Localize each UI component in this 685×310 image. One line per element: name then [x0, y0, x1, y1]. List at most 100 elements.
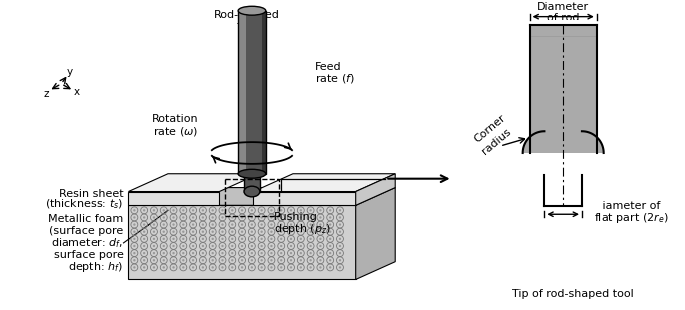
Circle shape — [319, 216, 321, 219]
Bar — [238, 11, 247, 174]
Circle shape — [299, 216, 302, 219]
Circle shape — [319, 252, 321, 254]
Circle shape — [231, 252, 234, 254]
Circle shape — [212, 259, 214, 261]
Text: flat part ($2r_e$): flat part ($2r_e$) — [594, 211, 669, 225]
Circle shape — [339, 209, 341, 211]
Circle shape — [143, 231, 145, 233]
Circle shape — [182, 209, 184, 211]
Circle shape — [153, 259, 155, 261]
Circle shape — [173, 252, 175, 254]
Circle shape — [271, 259, 273, 261]
Circle shape — [299, 259, 302, 261]
Circle shape — [221, 259, 224, 261]
Circle shape — [339, 259, 341, 261]
Circle shape — [173, 259, 175, 261]
Circle shape — [201, 238, 204, 240]
Polygon shape — [523, 131, 603, 153]
Circle shape — [173, 216, 175, 219]
Text: tool: tool — [236, 20, 258, 31]
Circle shape — [162, 266, 165, 268]
Circle shape — [280, 209, 282, 211]
Text: rate ($f$): rate ($f$) — [315, 73, 355, 85]
Circle shape — [299, 224, 302, 226]
Circle shape — [271, 216, 273, 219]
Circle shape — [182, 252, 184, 254]
Circle shape — [221, 209, 224, 211]
Circle shape — [133, 216, 136, 219]
Circle shape — [329, 224, 332, 226]
Circle shape — [201, 245, 204, 247]
Text: Diameter: Diameter — [537, 2, 589, 12]
Circle shape — [290, 245, 292, 247]
Circle shape — [251, 216, 253, 219]
Text: (surface pore: (surface pore — [49, 226, 123, 236]
Circle shape — [299, 252, 302, 254]
Circle shape — [310, 259, 312, 261]
Circle shape — [221, 238, 224, 240]
Circle shape — [192, 252, 195, 254]
Circle shape — [153, 238, 155, 240]
Circle shape — [310, 209, 312, 211]
Circle shape — [310, 245, 312, 247]
Text: of rod: of rod — [547, 13, 580, 23]
Circle shape — [143, 216, 145, 219]
Circle shape — [329, 245, 332, 247]
Bar — [244, 174, 260, 192]
Text: Pushing: Pushing — [274, 212, 318, 222]
Circle shape — [241, 209, 243, 211]
Circle shape — [173, 238, 175, 240]
Circle shape — [182, 216, 184, 219]
Circle shape — [339, 224, 341, 226]
Ellipse shape — [244, 186, 260, 197]
Circle shape — [260, 216, 263, 219]
Text: rate ($\omega$): rate ($\omega$) — [153, 125, 199, 138]
Circle shape — [231, 209, 234, 211]
Circle shape — [133, 238, 136, 240]
Circle shape — [280, 216, 282, 219]
Text: (thickness: $t_s$): (thickness: $t_s$) — [45, 197, 123, 211]
Circle shape — [319, 231, 321, 233]
Circle shape — [182, 231, 184, 233]
Circle shape — [251, 266, 253, 268]
Circle shape — [133, 245, 136, 247]
Circle shape — [231, 238, 234, 240]
Circle shape — [212, 224, 214, 226]
Text: z: z — [43, 89, 49, 99]
Polygon shape — [253, 174, 395, 192]
Circle shape — [310, 216, 312, 219]
Text: diameter: $d_f$,: diameter: $d_f$, — [51, 236, 123, 250]
Polygon shape — [597, 153, 603, 175]
Circle shape — [260, 245, 263, 247]
Circle shape — [339, 231, 341, 233]
Circle shape — [143, 252, 145, 254]
Text: Feed: Feed — [315, 62, 342, 72]
Bar — [262, 11, 266, 174]
Circle shape — [260, 238, 263, 240]
Circle shape — [339, 266, 341, 268]
Circle shape — [241, 238, 243, 240]
Circle shape — [162, 209, 165, 211]
Circle shape — [280, 252, 282, 254]
Circle shape — [271, 231, 273, 233]
Circle shape — [319, 266, 321, 268]
Circle shape — [339, 238, 341, 240]
Circle shape — [212, 238, 214, 240]
Circle shape — [290, 209, 292, 211]
Circle shape — [329, 266, 332, 268]
Circle shape — [212, 216, 214, 219]
Circle shape — [153, 209, 155, 211]
Text: x: x — [73, 87, 79, 97]
Circle shape — [319, 224, 321, 226]
Circle shape — [182, 238, 184, 240]
Circle shape — [260, 259, 263, 261]
Polygon shape — [129, 188, 395, 205]
Circle shape — [319, 238, 321, 240]
Text: depth: $h_f$): depth: $h_f$) — [68, 259, 123, 274]
Text: surface pore: surface pore — [53, 250, 123, 260]
Circle shape — [271, 238, 273, 240]
Circle shape — [192, 245, 195, 247]
Circle shape — [271, 209, 273, 211]
Circle shape — [162, 245, 165, 247]
Circle shape — [162, 259, 165, 261]
